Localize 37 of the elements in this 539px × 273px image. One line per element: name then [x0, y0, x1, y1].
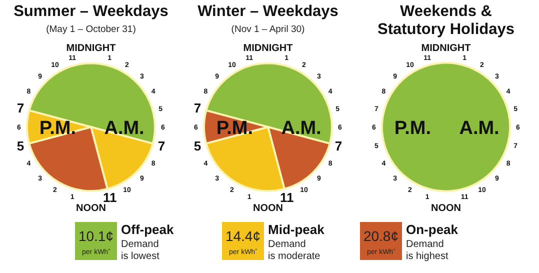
category-label: On-peak: [406, 222, 459, 237]
chart-title: Weekends & Statutory Holidays: [378, 3, 514, 38]
text: 7: [194, 100, 202, 116]
text: A.M.: [459, 118, 500, 139]
text: Demand: [268, 239, 306, 250]
text: NOON: [76, 203, 106, 214]
text: P.M.: [394, 118, 432, 139]
text: 5: [16, 138, 24, 154]
text: Demand: [121, 239, 159, 250]
chart-title: Summer – Weekdays: [14, 3, 168, 20]
text: 7: [16, 100, 24, 116]
chart-title: Winter – Weekdays: [198, 3, 338, 20]
text: 11: [103, 190, 117, 206]
text: A.M.: [104, 118, 144, 139]
text: Demand: [406, 239, 444, 250]
text: 7: [158, 138, 166, 154]
text: 5: [194, 138, 202, 154]
text: 10.1¢: [78, 228, 114, 244]
text: 7: [334, 138, 342, 154]
text: MIDNIGHT: [243, 43, 293, 54]
text: 11: [280, 190, 294, 206]
text: is lowest: [121, 251, 160, 262]
text: is moderate: [268, 251, 321, 262]
text: MIDNIGHT: [66, 43, 116, 54]
text: 14.4¢: [225, 228, 261, 244]
category-label: Mid-peak: [268, 222, 326, 237]
text: NOON: [431, 203, 461, 214]
text: is highest: [406, 251, 448, 262]
text: P.M.: [216, 118, 254, 139]
chart-subtitle: (Nov 1 – April 30): [231, 24, 305, 35]
text: NOON: [253, 203, 283, 214]
text: P.M.: [39, 118, 76, 139]
chart-subtitle: (May 1 – October 31): [46, 24, 136, 35]
text: A.M.: [281, 118, 322, 139]
category-label: Off-peak: [121, 222, 174, 237]
text: MIDNIGHT: [421, 43, 471, 54]
text: 20.8¢: [363, 228, 399, 244]
